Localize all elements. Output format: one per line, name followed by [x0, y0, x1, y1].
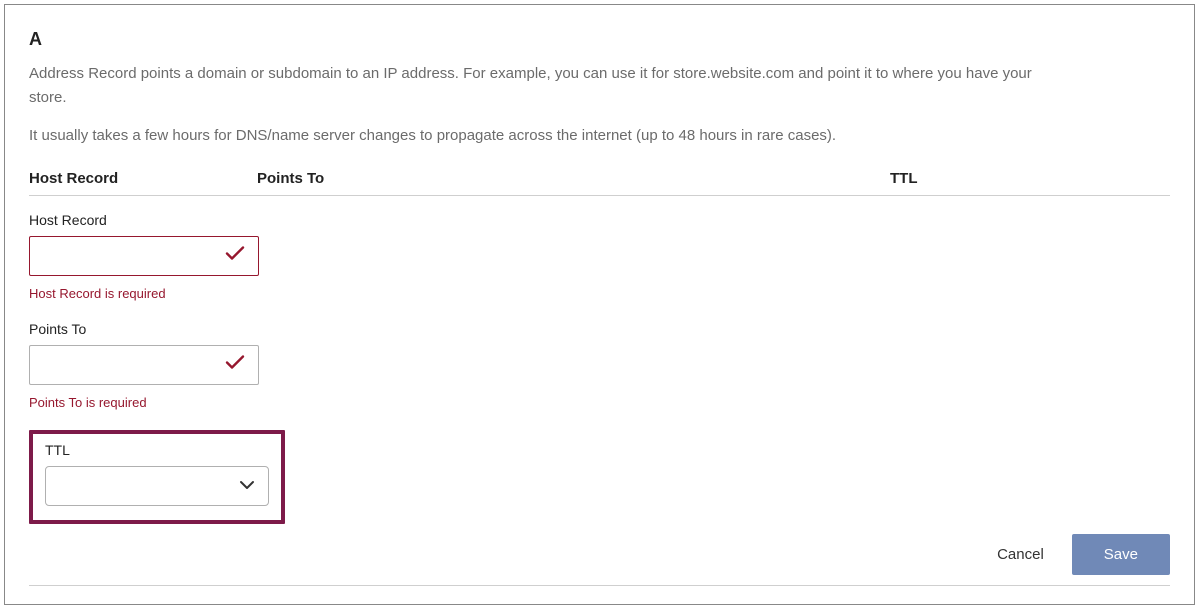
columns-header-row: Host Record Points To TTL	[29, 170, 1170, 196]
ttl-field-highlight: TTL	[29, 430, 285, 524]
points-to-input[interactable]	[29, 345, 259, 385]
column-header-host: Host Record	[29, 170, 257, 187]
host-record-input[interactable]	[29, 236, 259, 276]
host-record-input-wrap	[29, 236, 259, 276]
dns-record-panel: A Address Record points a domain or subd…	[4, 4, 1195, 605]
host-record-error: Host Record is required	[29, 286, 1170, 301]
points-to-input-wrap	[29, 345, 259, 385]
record-type-title: A	[29, 29, 1170, 50]
cancel-button[interactable]: Cancel	[997, 546, 1044, 563]
host-record-label: Host Record	[29, 212, 1170, 228]
points-to-label: Points To	[29, 321, 1170, 337]
save-button[interactable]: Save	[1072, 534, 1170, 575]
host-record-field: Host Record Host Record is required	[29, 212, 1170, 301]
points-to-error: Points To is required	[29, 395, 1170, 410]
footer-actions: Cancel Save	[29, 534, 1170, 586]
points-to-field: Points To Points To is required	[29, 321, 1170, 410]
record-description-2: It usually takes a few hours for DNS/nam…	[29, 124, 1170, 148]
column-header-points-to: Points To	[257, 170, 890, 187]
ttl-select-wrap	[45, 466, 269, 506]
record-description-1: Address Record points a domain or subdom…	[29, 62, 1049, 110]
column-header-ttl: TTL	[890, 170, 1170, 187]
ttl-label: TTL	[45, 442, 269, 458]
ttl-select[interactable]	[45, 466, 269, 506]
